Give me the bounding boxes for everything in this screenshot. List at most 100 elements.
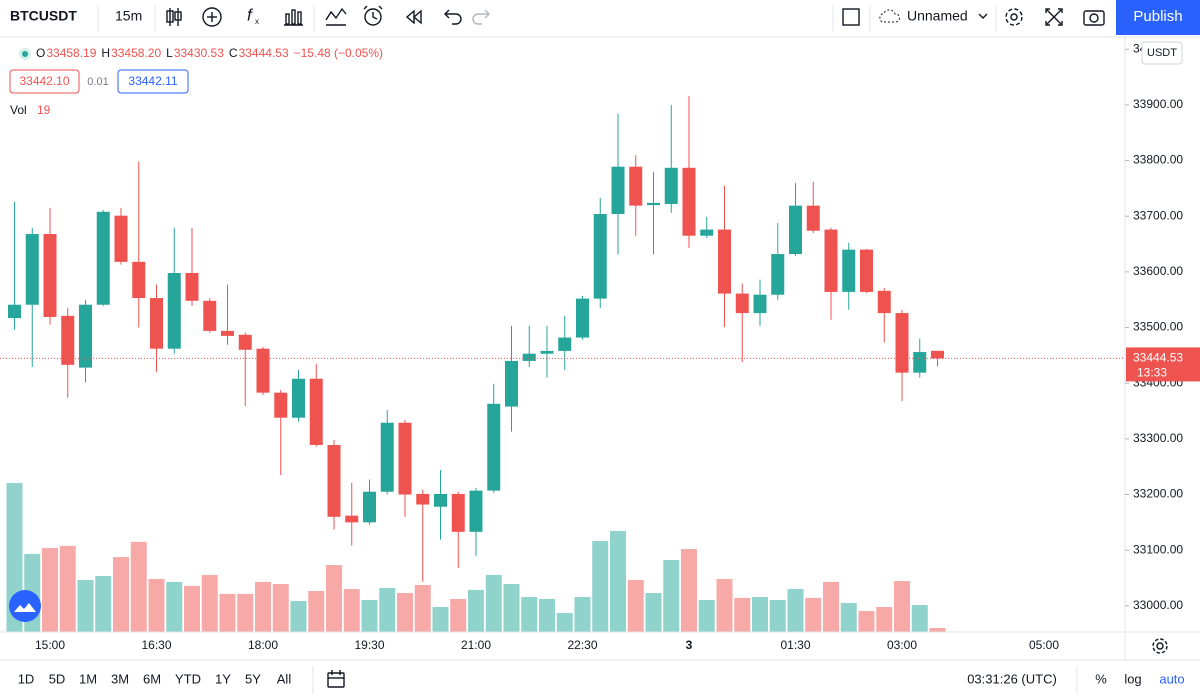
volume-bar: [805, 597, 822, 632]
range-button[interactable]: YTD: [175, 671, 201, 686]
volume-bar: [787, 589, 804, 632]
snapshot-button[interactable]: [1083, 10, 1105, 26]
candle-body: [522, 353, 536, 361]
alert-button[interactable]: [363, 5, 383, 26]
ask[interactable]: 33442.11: [128, 74, 177, 88]
symbol[interactable]: BTCUSDT: [10, 8, 77, 24]
y-tick-label: 33200.00: [1133, 487, 1183, 501]
volume-bar: [379, 587, 396, 632]
candle-body: [238, 334, 252, 350]
candle-body: [398, 422, 412, 495]
y-tick-label: 33300.00: [1133, 431, 1183, 445]
layout-dropdown[interactable]: [978, 13, 988, 19]
logo[interactable]: [9, 590, 41, 622]
svg-text:x: x: [255, 17, 259, 26]
redo-button[interactable]: [472, 9, 490, 25]
compare-button[interactable]: [202, 7, 222, 27]
volume-bar: [290, 601, 307, 632]
candle-body: [380, 422, 394, 492]
undo-button[interactable]: [444, 9, 462, 25]
volume-bar: [823, 581, 839, 632]
axis-settings-button[interactable]: [1152, 638, 1168, 654]
candle-body: [469, 490, 483, 532]
x-tick-label: 18:00: [248, 638, 278, 652]
y-tick-label: 33500.00: [1133, 320, 1183, 334]
candle-body: [221, 330, 234, 336]
range-button[interactable]: 3M: [111, 671, 129, 686]
range-button[interactable]: 5Y: [245, 671, 261, 686]
volume-bar: [237, 593, 254, 632]
volume-bar: [113, 557, 129, 632]
range-button[interactable]: 5D: [49, 671, 66, 686]
percent-toggle[interactable]: %: [1095, 671, 1107, 686]
candle-body: [824, 229, 838, 292]
clock[interactable]: 03:31:26 (UTC): [967, 671, 1057, 686]
candle-body: [576, 298, 589, 338]
fullscreen-button[interactable]: [1045, 8, 1063, 26]
volume-bar: [42, 547, 58, 632]
volume-bar: [326, 565, 342, 632]
volume-bar: [166, 581, 183, 632]
interval[interactable]: 15m: [115, 8, 142, 24]
range-button[interactable]: 1D: [18, 671, 35, 686]
volume-bar: [929, 627, 946, 632]
currency-box[interactable]: [1141, 41, 1183, 65]
volume-bar: [681, 549, 697, 632]
candle-body: [931, 350, 944, 359]
range-button[interactable]: 1Y: [215, 671, 231, 686]
select-checkbox[interactable]: [842, 8, 860, 26]
volume-bar: [450, 598, 467, 632]
volume-bar: [343, 589, 360, 632]
x-tick-label: 21:00: [461, 638, 491, 652]
range-buttons: 1D 5D 1M 3M 6M YTD 1Y 5Y All: [18, 671, 292, 686]
volume-bar: [645, 593, 662, 632]
settings-button[interactable]: [1005, 8, 1023, 26]
currency[interactable]: USDT: [1147, 47, 1177, 59]
indicators-button[interactable]: f: [247, 5, 254, 24]
candle-body: [451, 493, 465, 532]
candle-body: [79, 304, 92, 368]
log-toggle[interactable]: log: [1124, 671, 1141, 686]
candle-body: [8, 304, 21, 319]
volume-bar: [663, 559, 680, 632]
candle-body: [61, 315, 75, 365]
range-button[interactable]: 6M: [143, 671, 161, 686]
cloud-icon: [879, 9, 900, 23]
y-tick-label: 33700.00: [1133, 208, 1183, 222]
range-button[interactable]: 1M: [79, 671, 97, 686]
volume-bar: [361, 599, 378, 632]
candle-body: [167, 272, 181, 349]
ask-box[interactable]: [117, 69, 189, 94]
y-tick-label: 33900.00: [1133, 97, 1183, 111]
auto-toggle[interactable]: auto: [1159, 671, 1184, 686]
candle-body: [114, 215, 128, 262]
layout-name[interactable]: Unnamed: [907, 8, 968, 24]
bid[interactable]: 33442.10: [19, 74, 69, 88]
candle-body: [877, 290, 891, 314]
candle-body: [629, 166, 643, 206]
volume-bar: [876, 606, 893, 632]
volume-bar: [840, 602, 857, 632]
replay-button[interactable]: [405, 9, 422, 25]
volume-bar: [769, 599, 786, 632]
range-button[interactable]: All: [277, 671, 292, 686]
volume-bar: [95, 575, 112, 632]
candle-style-button[interactable]: [166, 8, 182, 26]
y-tick-label: 33100.00: [1133, 542, 1183, 556]
compare-symbols-button[interactable]: [325, 7, 347, 26]
goto-date-button[interactable]: [327, 670, 345, 688]
volume-bar: [130, 541, 147, 632]
templates-button[interactable]: [284, 9, 303, 26]
volume-bar: [539, 598, 555, 632]
candle-body: [913, 352, 927, 373]
legend-value: 33444.53: [239, 46, 289, 60]
candle-body: [718, 229, 731, 294]
volume-bar: [698, 599, 715, 632]
bid-box[interactable]: [9, 69, 80, 94]
publish-label[interactable]: Publish: [1133, 8, 1182, 25]
volume-bar: [255, 581, 271, 632]
publish-button[interactable]: [1116, 0, 1200, 35]
candle-body: [558, 337, 572, 351]
y-tick-label: 33600.00: [1133, 264, 1183, 278]
candle-body: [416, 493, 430, 505]
